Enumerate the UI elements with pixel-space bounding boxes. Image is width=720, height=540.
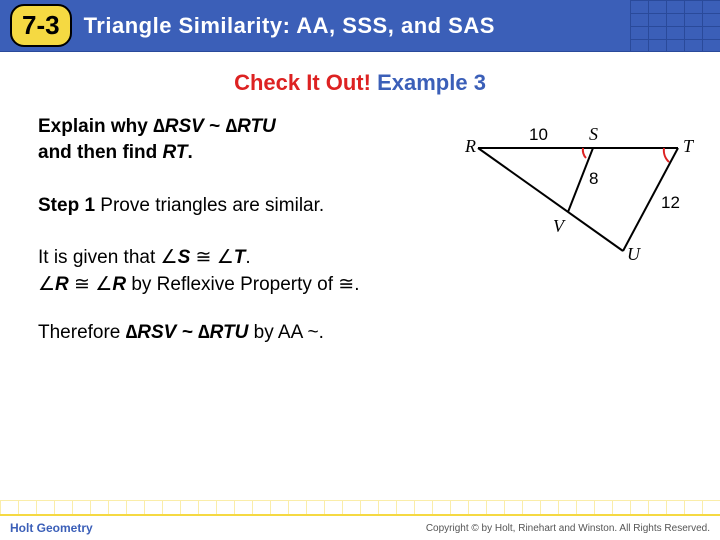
prompt-rt: RT — [163, 142, 188, 163]
concl-c: by AA ~. — [248, 322, 324, 343]
label-RS: 10 — [529, 125, 548, 144]
label-TU: 12 — [661, 193, 680, 212]
triangle-figure: R S T V U 10 8 12 — [453, 116, 698, 266]
step1-label: Step 1 — [38, 195, 95, 216]
angle-icon: ∠ — [38, 274, 55, 295]
label-S: S — [589, 124, 598, 144]
given-cong2: ≅ — [69, 274, 95, 295]
conclusion-line: Therefore ∆RSV ~ ∆RTU by AA ~. — [38, 322, 692, 344]
subtitle-red: Check It Out! — [234, 70, 371, 95]
given-R1: R — [55, 274, 69, 295]
footer-copyright: Copyright © by Holt, Rinehart and Winsto… — [426, 523, 710, 534]
given-cong1: ≅ — [190, 247, 216, 268]
footer-bar: Holt Geometry Copyright © by Holt, Rineh… — [0, 514, 720, 540]
prompt-tri2: ∆RTU — [225, 116, 275, 137]
subtitle-blue: Example 3 — [377, 70, 486, 95]
angle-icon: ∠ — [217, 247, 234, 268]
step1-text: Prove triangles are similar. — [95, 195, 324, 216]
footer-left: Holt Geometry — [10, 521, 93, 535]
label-U: U — [627, 244, 641, 264]
prompt-part2: and then find — [38, 142, 163, 163]
concl-a: Therefore — [38, 322, 126, 343]
prompt-end: . — [188, 142, 193, 163]
lesson-title: Triangle Similarity: AA, SSS, and SAS — [84, 13, 495, 39]
label-V: V — [553, 216, 566, 236]
prompt-tri1: ∆RSV — [153, 116, 204, 137]
given-T: T — [234, 247, 246, 268]
subtitle: Check It Out! Example 3 — [0, 70, 720, 96]
concl-b: ∆RSV ~ ∆RTU — [126, 322, 249, 343]
given-R2: R — [112, 274, 126, 295]
given-S: S — [178, 247, 191, 268]
given-reflex: by Reflexive Property of ≅. — [126, 274, 359, 295]
triangle-svg: R S T V U 10 8 12 — [464, 124, 695, 264]
angle-icon: ∠ — [95, 274, 112, 295]
header-bar: 7-3 Triangle Similarity: AA, SSS, and SA… — [0, 0, 720, 52]
header-grid-deco — [630, 0, 720, 52]
given-dot: . — [245, 247, 250, 268]
angle-icon: ∠ — [161, 247, 178, 268]
prompt-sim: ~ — [204, 116, 226, 137]
label-SV: 8 — [589, 169, 598, 188]
footer-grid-deco — [0, 500, 720, 514]
label-T: T — [683, 136, 695, 156]
prompt-part: Explain why — [38, 116, 153, 137]
lesson-number-badge: 7-3 — [10, 4, 72, 47]
given-1a: It is given that — [38, 247, 161, 268]
label-R: R — [464, 136, 476, 156]
